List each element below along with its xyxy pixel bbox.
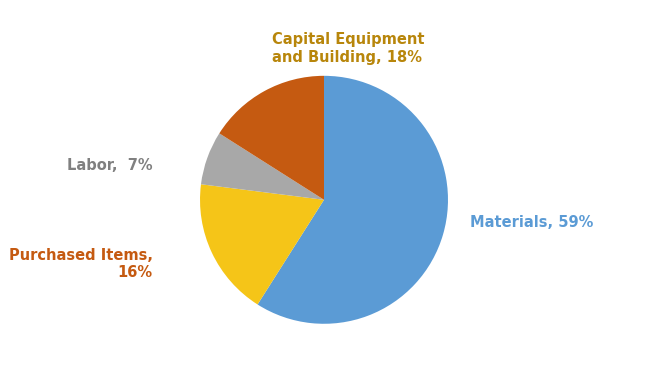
Wedge shape [200,184,324,304]
Text: Labor,  7%: Labor, 7% [67,158,153,173]
Text: Capital Equipment
and Building, 18%: Capital Equipment and Building, 18% [272,32,424,65]
Text: Purchased Items,
16%: Purchased Items, 16% [9,248,153,280]
Wedge shape [201,133,324,200]
Wedge shape [257,76,448,324]
Text: Materials, 59%: Materials, 59% [470,215,594,230]
Wedge shape [219,76,324,200]
